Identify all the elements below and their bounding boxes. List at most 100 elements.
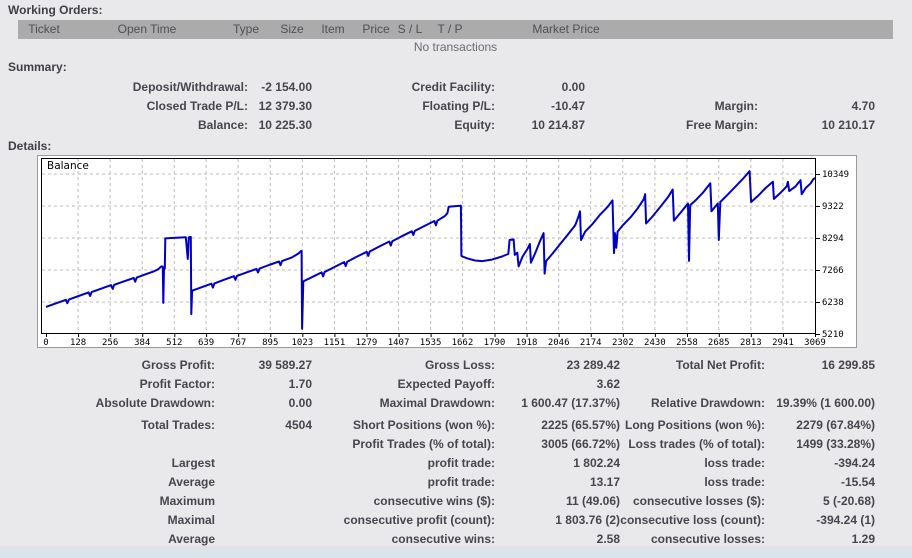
stat-label: Free Margin: [685,117,758,132]
wo-column-header: Open Time [117,22,177,36]
stat-row: Balance: 10 225.30 Equity: 10 214.87 Free Ma… [0,115,875,134]
stat-value: 12 379.30 [258,98,312,113]
stat-value: 23 289.42 [566,357,620,372]
x-axis-tick-label: 512 [166,338,182,347]
stat-value: 0.00 [561,79,585,94]
stat-value: 5 (-20.68) [822,493,875,508]
stat-value: 10 225.30 [258,117,312,132]
stat-value: 1.70 [288,376,312,391]
balance-line [45,170,816,330]
stat-value: -15.54 [840,474,875,489]
stat-label: Gross Loss: [424,357,495,372]
y-axis-tick-label: 8294 [822,234,844,244]
stat-value: 4.70 [851,98,875,113]
stat-value: 1.29 [851,531,875,546]
x-axis-tick-label: 2046 [548,338,570,347]
stat-label: consecutive loss (count): [620,512,765,527]
wo-column-header: Price [362,22,390,36]
x-axis-tick-label: 1407 [388,338,410,347]
stat-value: -2 154.00 [261,79,312,94]
wo-column-header: Type [232,22,260,36]
stat-row: Average consecutive wins: 2.58 consecutive … [0,529,875,548]
stat-label: Deposit/Withdrawal: [132,79,248,94]
stat-value: 16 299.85 [821,357,875,372]
stat-label: consecutive wins ($): [373,493,495,508]
x-axis-tick-label: 1151 [324,338,346,347]
stat-label: loss trade: [704,455,765,470]
x-axis-tick-label: 256 [102,338,118,347]
x-axis-tick-label: 1023 [291,338,313,347]
summary-table: Deposit/Withdrawal: -2 154.00 Credit Facil… [0,77,875,134]
stat-value: 13.17 [589,474,620,489]
stat-value: 4504 [285,417,312,432]
stat-row: Total Trades: 4504 Short Positions (won %)… [0,415,875,434]
stat-value: 0.00 [288,395,312,410]
details-title: Details: [8,139,52,153]
summary-title: Summary: [8,60,67,74]
stat-label: Profit Factor: [139,376,215,391]
stat-label: Long Positions (won %): [625,417,765,432]
x-axis-tick-label: 128 [70,338,86,347]
stat-value: -10.47 [550,98,585,113]
stat-label: Equity: [454,117,495,132]
wo-column-header: Market Price [532,22,600,36]
x-axis-tick-label: 1662 [452,338,474,347]
stat-label: consecutive profit (count): [343,512,495,527]
stat-label: Balance: [197,117,248,132]
x-axis-tick-label: 1279 [356,338,378,347]
x-axis-tick-label: 3069 [804,338,826,347]
stat-label: consecutive losses ($): [632,493,765,508]
stat-label: Floating P/L: [422,98,495,113]
x-axis-tick-label: 1535 [420,338,442,347]
x-axis-tick-label: 639 [198,338,214,347]
stat-value: -394.24 [834,455,875,470]
stat-label: Loss trades (% of total): [628,436,765,451]
stat-value: 2225 (65.57%) [541,417,620,432]
x-axis-tick-label: 2685 [708,338,730,347]
x-axis-tick-label: 2558 [676,338,698,347]
x-axis-tick-label: 2174 [580,338,602,347]
stat-row: Gross Profit: 39 589.27 Gross Loss: 23 289.… [0,355,875,374]
stat-label: Largest [171,455,215,470]
wo-column-header: Ticket [28,22,60,36]
x-axis-tick-label: 2941 [772,338,794,347]
balance-chart-panel: 0 128 256 384 512 639 767 895 1023 1151 1279 1407 15… [37,155,857,348]
stat-row: Closed Trade P/L: 12 379.30 Floating P/L: -… [0,96,875,115]
stat-label: Expected Payoff: [397,376,495,391]
stat-value: 39 589.27 [258,357,312,372]
x-axis-tick-label: 2430 [644,338,666,347]
stat-value: 3.62 [596,376,620,391]
stat-row: Maximum consecutive wins ($): 11 (49.06) co… [0,491,875,510]
working-orders-title: Working Orders: [8,3,103,17]
stat-row: Maximal consecutive profit (count): 1 803.… [0,510,875,529]
stat-label: Average [168,474,215,489]
stat-label: Margin: [714,98,758,113]
working-orders-header-row: Ticket Open Time Type Size Item Price S / L T /… [18,20,893,39]
x-axis-tick-label: 1918 [516,338,538,347]
wo-column-header: S / L [397,22,423,36]
y-axis-tick-label: 9322 [822,202,844,212]
stat-value: 1 803.76 (2) [555,512,620,527]
y-axis-tick-label: 6238 [822,298,844,308]
stat-value: 3005 (66.72%) [541,436,620,451]
stat-label: Relative Drawdown: [650,395,765,410]
stat-value: 2.58 [596,531,620,546]
wo-column-header: T / P [437,22,463,36]
stat-value: 1 802.24 [573,455,620,470]
stat-label: Gross Profit: [141,357,215,372]
stat-value: 11 (49.06) [565,493,620,508]
stat-row: Absolute Drawdown: 0.00 Maximal Drawdown: 1… [0,393,875,412]
stat-row: Average profit trade: 13.17 loss trade: -15.… [0,472,875,491]
x-axis-tick-label: 2813 [740,338,762,347]
no-transactions-message: No transactions [413,40,498,54]
y-axis-tick-label: 7266 [822,266,844,276]
stat-row: Profit Factor: 1.70 Expected Payoff: 3.62 [0,374,875,393]
x-axis-tick-label: 895 [262,338,278,347]
chart-legend-balance: Balance [47,160,89,172]
x-axis-tick-label: 2302 [612,338,634,347]
stat-value: -394.24 (1) [816,512,875,527]
stat-label: Closed Trade P/L: [146,98,248,113]
stat-label: Maximal Drawdown: [379,395,495,410]
balance-chart: 0 128 256 384 512 639 767 895 1023 1151 1279 1407 15… [41,158,849,347]
stat-value: 1499 (33.28%) [796,436,875,451]
